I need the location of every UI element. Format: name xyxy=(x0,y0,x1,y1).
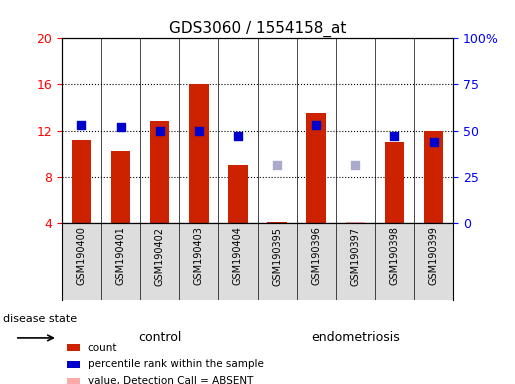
Point xyxy=(273,162,281,168)
Title: GDS3060 / 1554158_at: GDS3060 / 1554158_at xyxy=(169,21,346,37)
Point xyxy=(390,133,399,139)
Text: GSM190398: GSM190398 xyxy=(389,227,400,285)
Bar xyxy=(189,84,209,223)
Text: endometriosis: endometriosis xyxy=(311,331,400,344)
Point xyxy=(234,133,242,139)
Point xyxy=(312,122,320,128)
Point xyxy=(351,162,359,168)
Text: GSM190400: GSM190400 xyxy=(76,227,87,285)
Bar xyxy=(267,222,287,223)
Bar xyxy=(228,165,248,223)
Bar xyxy=(346,222,365,223)
Text: GSM190397: GSM190397 xyxy=(350,227,360,286)
Text: count: count xyxy=(88,343,117,353)
Text: GSM190401: GSM190401 xyxy=(115,227,126,285)
Point xyxy=(116,124,125,130)
Point xyxy=(77,122,85,128)
Point xyxy=(156,127,164,134)
Text: disease state: disease state xyxy=(3,314,77,324)
Text: GSM190399: GSM190399 xyxy=(428,227,439,285)
Text: control: control xyxy=(138,331,181,344)
Bar xyxy=(424,131,443,223)
Text: GSM190404: GSM190404 xyxy=(233,227,243,285)
Bar xyxy=(111,151,130,223)
Text: GSM190396: GSM190396 xyxy=(311,227,321,285)
Text: GSM190395: GSM190395 xyxy=(272,227,282,286)
Bar xyxy=(306,113,326,223)
Text: value, Detection Call = ABSENT: value, Detection Call = ABSENT xyxy=(88,376,253,384)
Point xyxy=(430,139,438,145)
Text: percentile rank within the sample: percentile rank within the sample xyxy=(88,359,264,369)
Text: GSM190403: GSM190403 xyxy=(194,227,204,285)
Bar xyxy=(72,140,91,223)
Text: GSM190402: GSM190402 xyxy=(154,227,165,286)
Point xyxy=(195,127,203,134)
Bar xyxy=(385,142,404,223)
Bar xyxy=(150,121,169,223)
